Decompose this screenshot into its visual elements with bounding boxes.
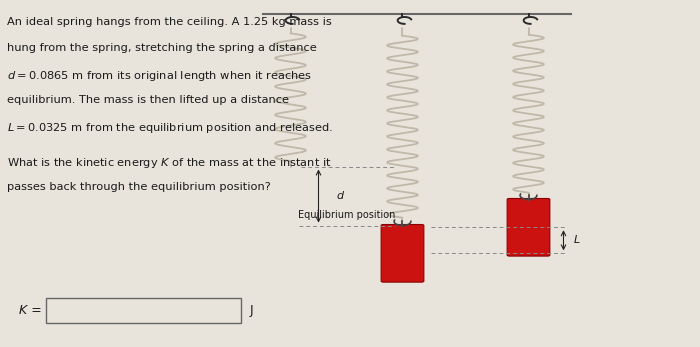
- Text: d: d: [336, 191, 343, 201]
- Text: Equilibrium position: Equilibrium position: [298, 210, 395, 220]
- Text: An ideal spring hangs from the ceiling. A 1.25 kg mass is: An ideal spring hangs from the ceiling. …: [7, 17, 332, 27]
- FancyBboxPatch shape: [46, 298, 241, 323]
- Text: J: J: [250, 304, 253, 317]
- Text: $L = 0.0325$ m from the equilibrium position and released.: $L = 0.0325$ m from the equilibrium posi…: [7, 121, 333, 135]
- Text: $d = 0.0865$ m from its original length when it reaches: $d = 0.0865$ m from its original length …: [7, 69, 312, 83]
- Text: K =: K =: [20, 304, 42, 317]
- Text: What is the kinetic energy $K$ of the mass at the instant it: What is the kinetic energy $K$ of the ma…: [7, 156, 332, 170]
- Text: equilibrium. The mass is then lifted up a distance: equilibrium. The mass is then lifted up …: [7, 95, 289, 105]
- FancyBboxPatch shape: [507, 198, 550, 256]
- Text: hung from the spring, stretching the spring a distance: hung from the spring, stretching the spr…: [7, 43, 316, 53]
- Text: passes back through the equilibrium position?: passes back through the equilibrium posi…: [7, 182, 271, 192]
- FancyBboxPatch shape: [381, 225, 424, 282]
- Text: L: L: [574, 235, 580, 245]
